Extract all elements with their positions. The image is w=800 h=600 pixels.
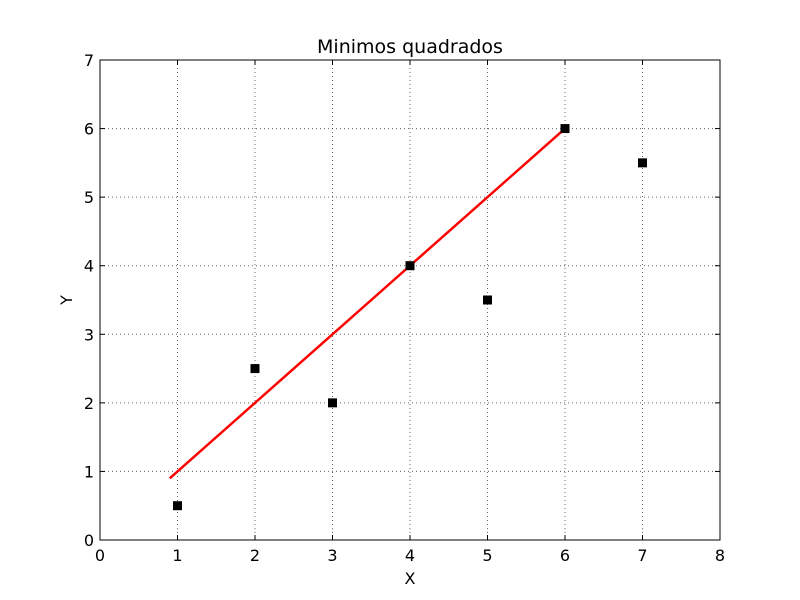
scatter-points	[173, 124, 647, 511]
y-axis-label: Y	[57, 295, 76, 306]
grid	[100, 60, 720, 540]
x-tick-label: 4	[405, 546, 415, 565]
y-tick-label: 5	[84, 188, 94, 207]
fit-line-layer	[168, 127, 566, 480]
x-tick-label: 0	[95, 546, 105, 565]
data-point	[560, 124, 570, 134]
data-point	[250, 364, 260, 374]
x-tick-label: 7	[637, 546, 647, 565]
data-point	[173, 501, 182, 511]
y-tick-label: 4	[84, 257, 94, 276]
y-tick-label: 6	[84, 120, 94, 139]
x-tick-label: 1	[172, 546, 182, 565]
data-point	[405, 261, 415, 271]
data-point	[638, 158, 647, 168]
y-tick-label: 3	[84, 325, 94, 344]
y-tick-label: 1	[84, 462, 94, 481]
x-tick-label: 8	[715, 546, 725, 565]
data-point	[483, 295, 492, 305]
y-tick-label: 2	[84, 394, 94, 413]
axis-ticks: 0 1 2 3 4 5 6 7 8 0 1 2 3 4 5 6 7	[84, 51, 725, 565]
chart-title: Minimos quadrados	[317, 36, 503, 58]
x-axis-label: X	[405, 569, 416, 588]
x-tick-label: 5	[482, 546, 492, 565]
y-tick-label: 0	[84, 531, 94, 550]
fit-line	[168, 127, 566, 480]
plot-frame	[99, 59, 721, 541]
x-tick-label: 2	[250, 546, 260, 565]
x-tick-label: 3	[327, 546, 337, 565]
x-tick-label: 6	[560, 546, 570, 565]
y-tick-label: 7	[84, 51, 94, 70]
data-point	[328, 398, 337, 408]
